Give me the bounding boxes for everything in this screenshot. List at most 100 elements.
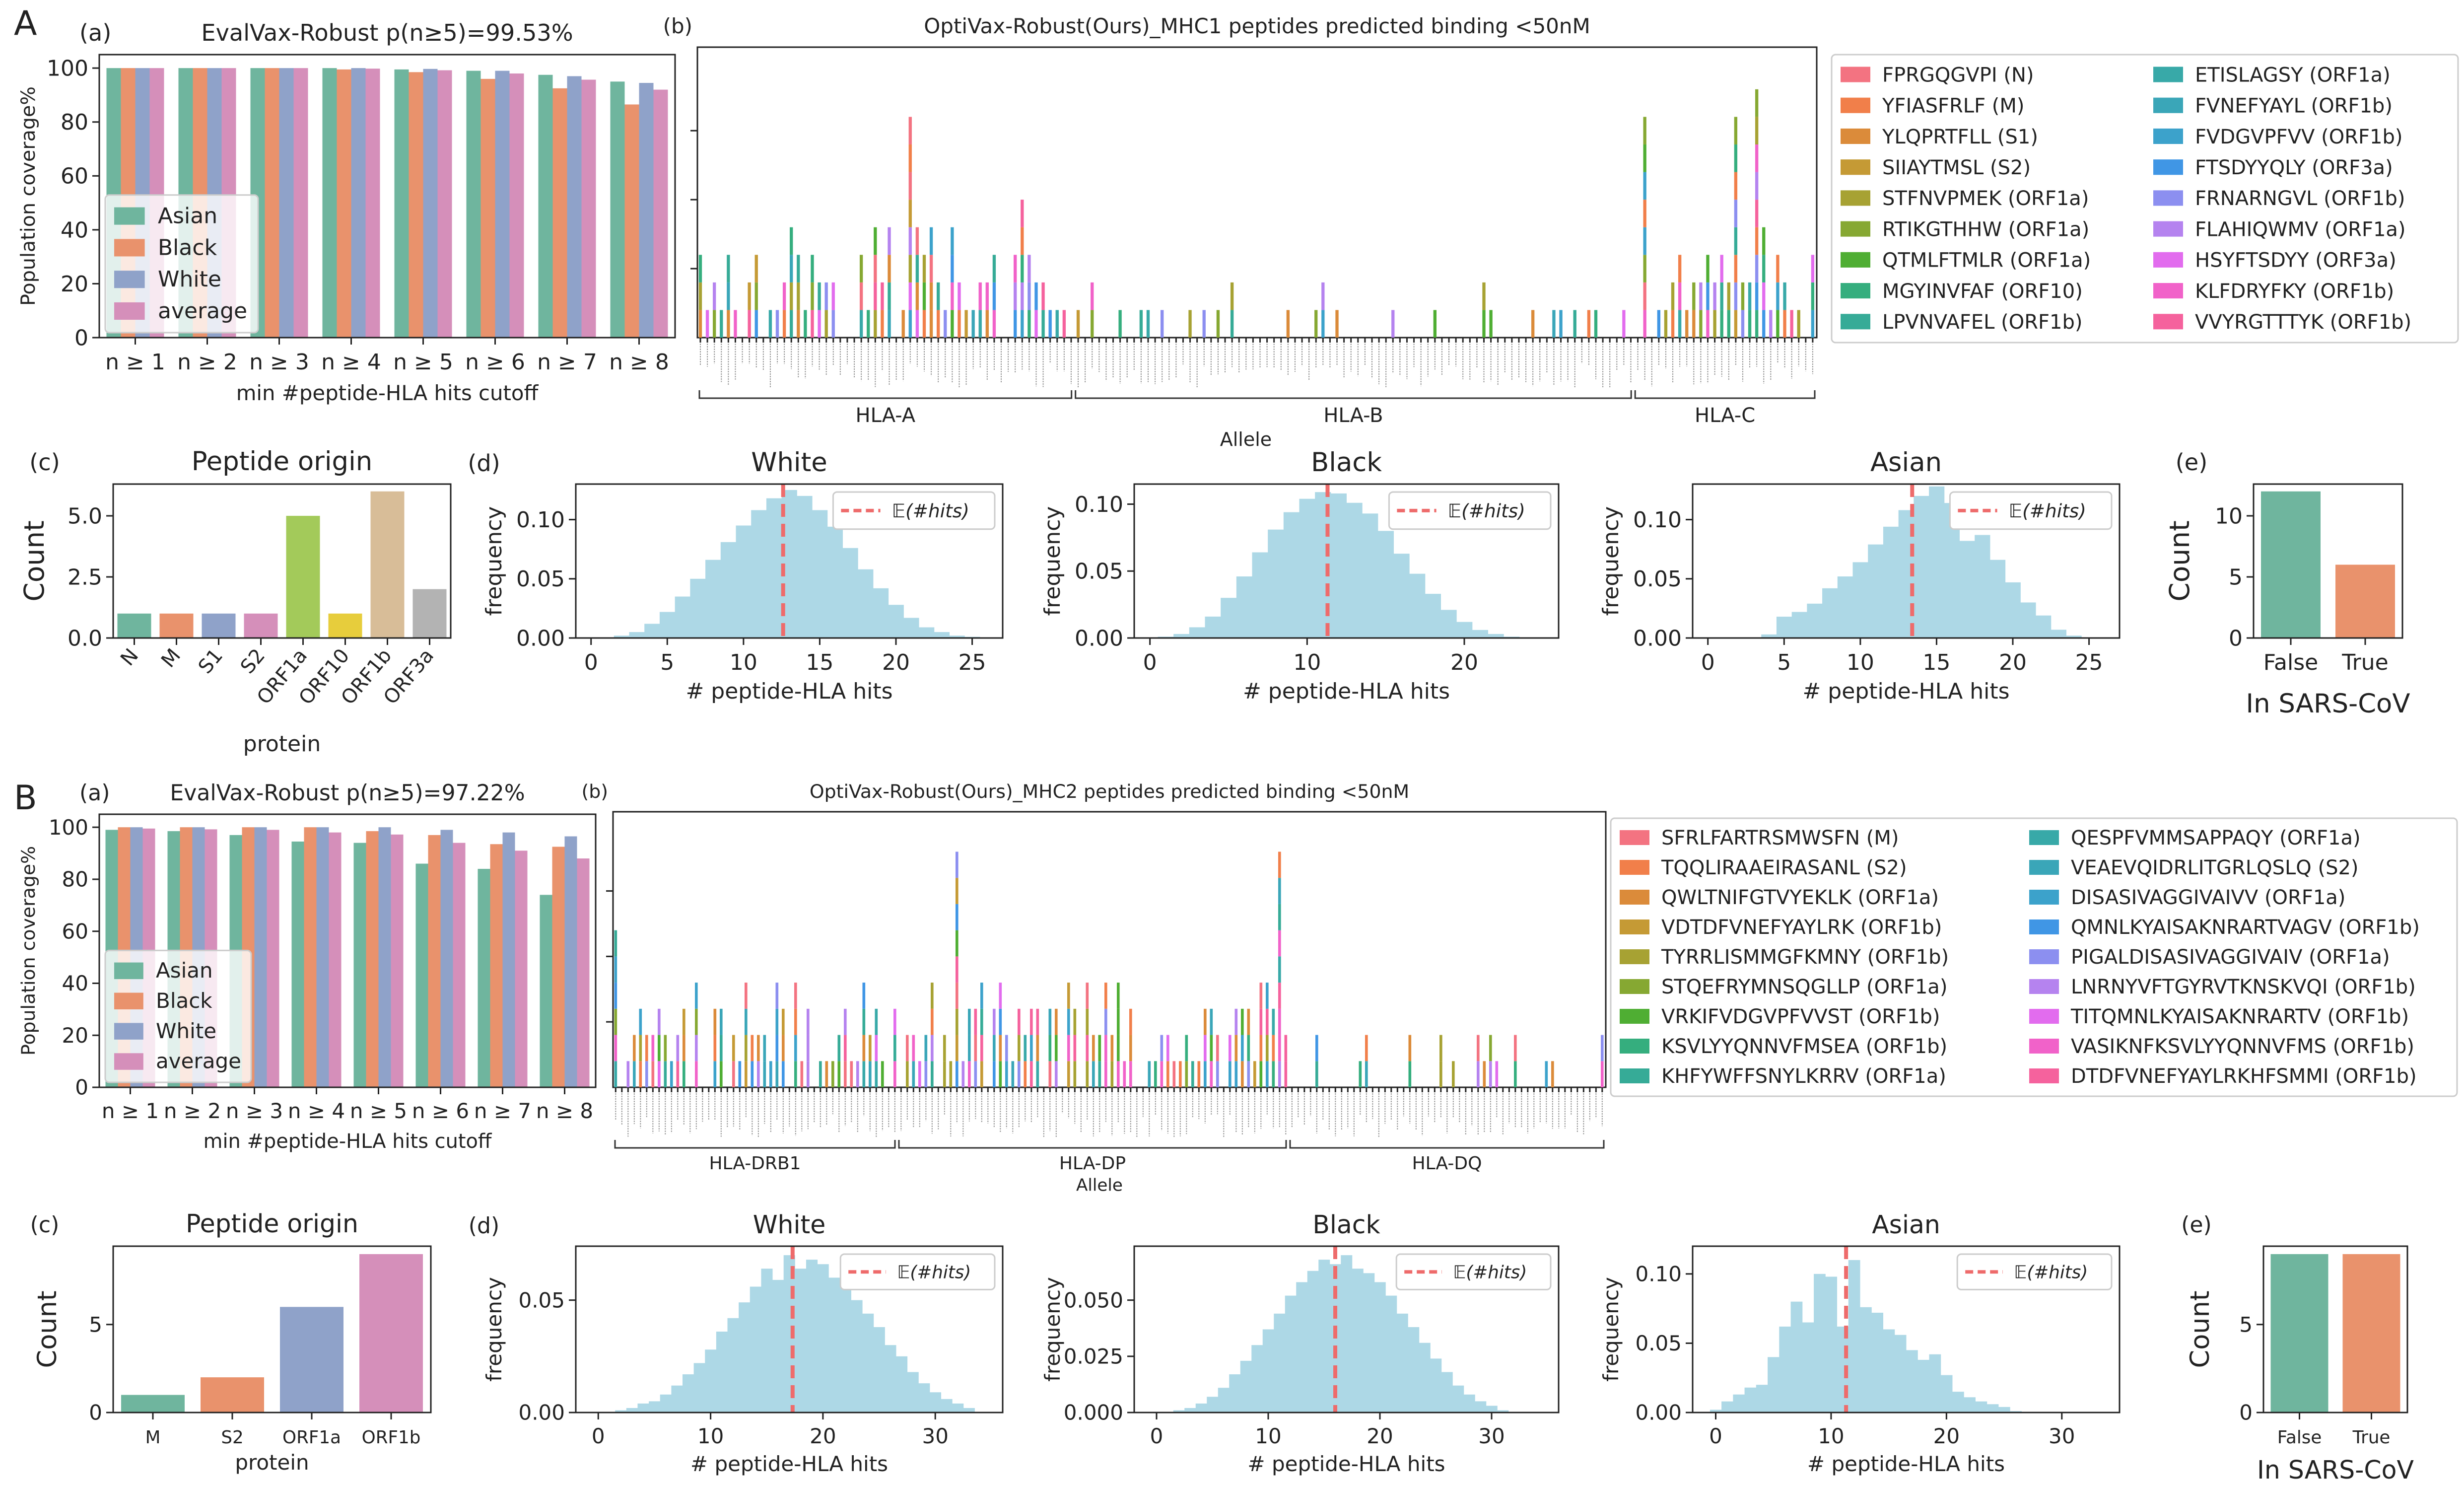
hist-bar: [1825, 1276, 1838, 1413]
allele-bar-segment: [695, 1061, 698, 1087]
allele-bar-segment: [1321, 310, 1325, 338]
allele-bar-segment: [1727, 282, 1730, 310]
hist-bar: [1362, 513, 1378, 638]
legend-swatch: [2153, 252, 2183, 268]
hist-bar: [1871, 1313, 1884, 1413]
hist-bar: [1236, 576, 1252, 638]
legend-swatch: [114, 239, 145, 257]
hist-bar: [1894, 1335, 1907, 1413]
allele-bar-segment: [683, 1008, 685, 1035]
allele-bar-segment: [1741, 310, 1745, 338]
allele-bar-segment: [614, 983, 617, 1009]
axes-frame: [696, 46, 1818, 339]
hist-bar: [1989, 560, 2006, 638]
allele-bar-segment: [807, 1008, 810, 1035]
legend-label: TYRRLISMMGFKMNY (ORF1b): [1661, 946, 1949, 969]
panel-label: (c): [29, 449, 60, 476]
allele-bar-segment: [745, 1008, 748, 1035]
allele-bar-segment: [968, 1008, 971, 1035]
allele-bar-segment: [844, 1008, 847, 1035]
allele-bar-segment: [908, 172, 912, 200]
x-tick-label: 25: [958, 650, 986, 675]
allele-bar-segment: [713, 1008, 717, 1035]
hist-bar: [720, 542, 736, 638]
allele-bar-segment: [874, 255, 877, 283]
x-tick-label: n ≥ 3: [226, 1099, 283, 1123]
coverage-bar: [415, 863, 428, 1087]
legend-label: FPRGQGVPI (N): [1882, 64, 2034, 86]
legend-label: Black: [158, 235, 217, 260]
hist-bar: [873, 588, 889, 638]
legend-swatch: [2153, 283, 2183, 299]
allele-bar-segment: [1713, 282, 1716, 310]
hist-bar: [812, 510, 828, 638]
coverage-bar: [577, 858, 590, 1087]
allele-bar-segment: [956, 1035, 958, 1061]
x-tick-label: n ≥ 1: [105, 350, 165, 375]
allele-bar-segment: [893, 1061, 896, 1087]
allele-bar-segment: [1036, 1008, 1039, 1035]
allele-bar-segment: [1452, 1061, 1455, 1087]
count-bar: [2342, 1254, 2400, 1413]
allele-bar-segment: [658, 1008, 661, 1035]
allele-bar-segment: [859, 282, 863, 310]
allele-bar-segment: [676, 1035, 680, 1061]
x-tick-label: n ≥ 5: [393, 350, 453, 375]
x-tick-label: 20: [1933, 1424, 1960, 1448]
coverage-bar: [353, 843, 366, 1087]
hist-bar: [660, 1394, 672, 1413]
legend-swatch: [2153, 97, 2183, 113]
hist-bar: [1285, 1295, 1297, 1413]
allele-bar-segment: [1266, 1008, 1269, 1035]
legend-swatch: [1620, 860, 1649, 875]
x-tick-label: n ≥ 4: [321, 350, 381, 375]
allele-bar-segment: [1797, 310, 1800, 338]
allele-bar-segment: [874, 282, 877, 310]
x-tick-label: n ≥ 5: [350, 1099, 407, 1123]
allele-bar-segment: [888, 282, 891, 310]
allele-bar-segment: [978, 282, 982, 310]
y-axis-label: frequency: [481, 506, 507, 616]
axes-frame: [2253, 483, 2403, 639]
count-bar: [2261, 491, 2321, 638]
allele-bar-segment: [745, 1035, 748, 1061]
allele-bar-segment: [867, 310, 870, 338]
allele-bar-segment: [1477, 1035, 1480, 1061]
allele-bar-segment: [931, 1008, 934, 1035]
allele-bar-segment: [1272, 1035, 1275, 1061]
allele-bar-segment: [1247, 1061, 1250, 1087]
coverage-bar: [378, 827, 391, 1087]
x-tick-label: n ≥ 8: [609, 350, 669, 375]
hist-bar: [1393, 554, 1410, 638]
allele-bar-segment: [869, 1061, 872, 1087]
hist-bar: [1385, 1295, 1397, 1413]
y-tick-label: 5: [89, 1312, 102, 1337]
legend-box: [839, 1253, 996, 1290]
allele-bar-segment: [1210, 1008, 1213, 1035]
allele-bar-segment: [769, 1061, 772, 1087]
hist-bar: [626, 1408, 638, 1413]
legend-label: 𝔼(#hits): [2009, 500, 2086, 522]
allele-bar-segment: [1433, 310, 1437, 338]
legend-label: HSYFTSDYY (ORF3a): [2195, 249, 2396, 272]
allele-bar-segment: [794, 1035, 797, 1061]
panel-letter: B: [14, 778, 37, 818]
hist-bar: [1852, 562, 1868, 638]
coverage-bar: [490, 844, 503, 1087]
x-tick-label: 10: [1818, 1424, 1844, 1448]
allele-bar-segment: [790, 310, 793, 338]
allele-bar-segment: [1734, 255, 1738, 283]
count-bar: [2270, 1254, 2328, 1413]
allele-bar-segment: [924, 1035, 928, 1061]
legend-label: RTIKGTHHW (ORF1a): [1882, 218, 2089, 241]
allele-bar-segment: [1241, 1035, 1244, 1061]
legend-swatch: [1841, 190, 1870, 206]
hist-bar: [750, 1286, 761, 1413]
legend-swatch: [114, 207, 145, 225]
allele-bar-segment: [705, 310, 709, 338]
y-tick-label: 100: [47, 56, 88, 81]
allele-bar-segment: [1188, 310, 1192, 338]
allele-bar-segment: [1734, 227, 1738, 255]
coverage-bar: [394, 69, 409, 338]
allele-bar-segment: [1699, 310, 1703, 338]
